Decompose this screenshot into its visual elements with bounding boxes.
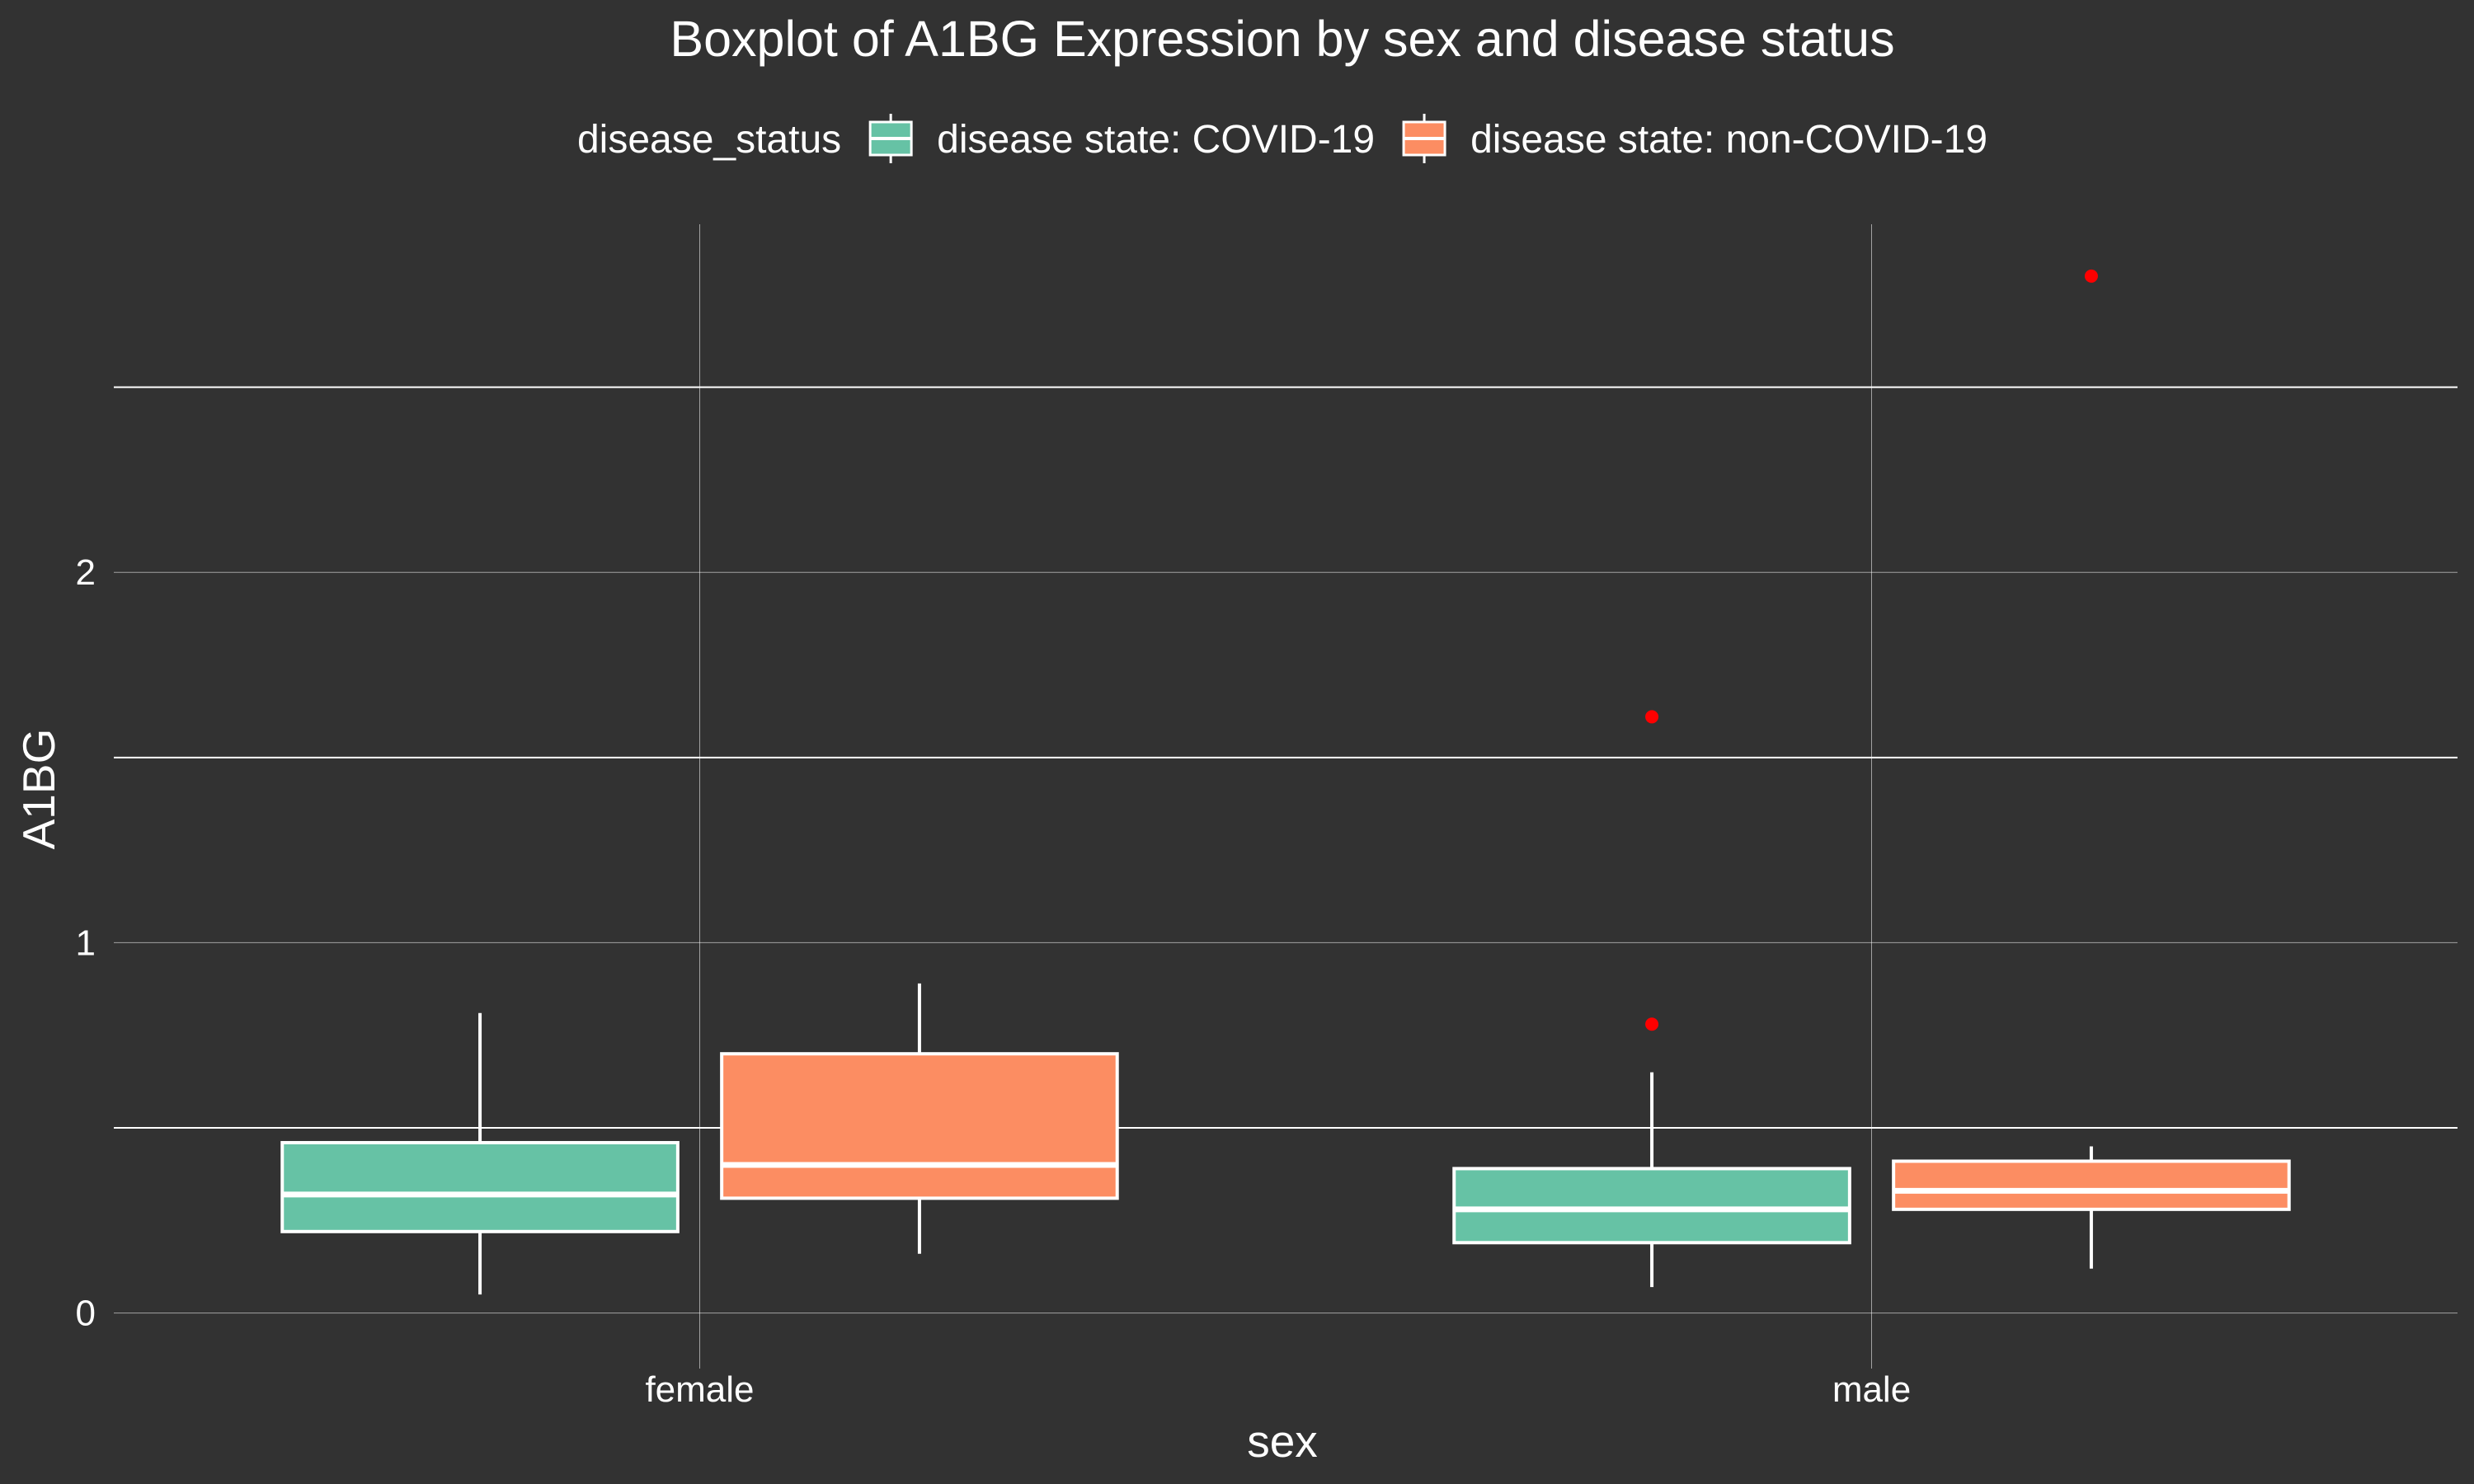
grid-lines [114, 224, 2458, 1369]
x-axis-title: sex [1247, 1416, 1318, 1467]
y-axis-ticks: 0 1 2 [76, 552, 96, 1333]
box-body [720, 1052, 1119, 1200]
x-tick-label: female [645, 1369, 754, 1410]
box-female-0 [280, 1012, 680, 1295]
box-male-1 [1892, 269, 2291, 1269]
outlier-point [1645, 1017, 1659, 1031]
outlier-point [2084, 269, 2098, 283]
box-body [1452, 1167, 1851, 1245]
legend-label: disease state: COVID-19 [937, 118, 1375, 162]
legend-key [868, 114, 913, 163]
box-body [1892, 1159, 2291, 1211]
chart-title: Boxplot of A1BG Expression by sex and di… [670, 11, 1894, 67]
box-female-1 [720, 983, 1119, 1254]
box-male-0 [1452, 710, 1851, 1288]
plot-area [280, 269, 2291, 1295]
legend-label: disease state: non-COVID-19 [1470, 118, 1987, 162]
legend-title: disease_status [577, 118, 841, 162]
x-tick-label: male [1832, 1369, 1911, 1410]
y-tick-label: 2 [76, 552, 96, 593]
outlier-point [1645, 710, 1659, 724]
y-tick-label: 1 [76, 923, 96, 963]
legend: disease_status disease state: COVID-19 dis… [577, 114, 1987, 163]
box-body [280, 1140, 680, 1233]
y-tick-label: 0 [76, 1294, 96, 1334]
y-axis-title: A1BG [13, 729, 64, 850]
legend-key [1402, 114, 1446, 163]
x-axis-ticks: female male [645, 1369, 1911, 1410]
